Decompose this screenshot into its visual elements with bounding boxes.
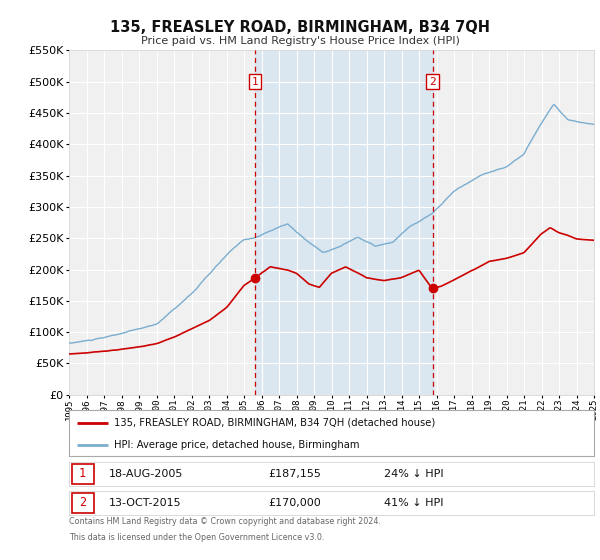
Bar [71,464,94,484]
Text: HPI: Average price, detached house, Birmingham: HPI: Average price, detached house, Birm… [113,440,359,450]
Text: 135, FREASLEY ROAD, BIRMINGHAM, B34 7QH: 135, FREASLEY ROAD, BIRMINGHAM, B34 7QH [110,20,490,35]
Text: 2: 2 [79,496,86,510]
Text: Price paid vs. HM Land Registry's House Price Index (HPI): Price paid vs. HM Land Registry's House … [140,36,460,46]
Text: 1: 1 [79,467,86,480]
Text: 135, FREASLEY ROAD, BIRMINGHAM, B34 7QH (detached house): 135, FREASLEY ROAD, BIRMINGHAM, B34 7QH … [113,418,435,428]
Text: Contains HM Land Registry data © Crown copyright and database right 2024.: Contains HM Land Registry data © Crown c… [69,517,381,526]
Text: 2: 2 [429,77,436,87]
Text: 13-OCT-2015: 13-OCT-2015 [109,498,181,508]
Text: 18-AUG-2005: 18-AUG-2005 [109,469,183,479]
Bar [255,50,433,395]
Bar [71,493,94,513]
Text: 41% ↓ HPI: 41% ↓ HPI [384,498,443,508]
Text: £187,155: £187,155 [269,469,322,479]
Text: £170,000: £170,000 [269,498,321,508]
Text: 1: 1 [251,77,259,87]
Text: This data is licensed under the Open Government Licence v3.0.: This data is licensed under the Open Gov… [69,533,325,542]
Text: 24% ↓ HPI: 24% ↓ HPI [384,469,443,479]
